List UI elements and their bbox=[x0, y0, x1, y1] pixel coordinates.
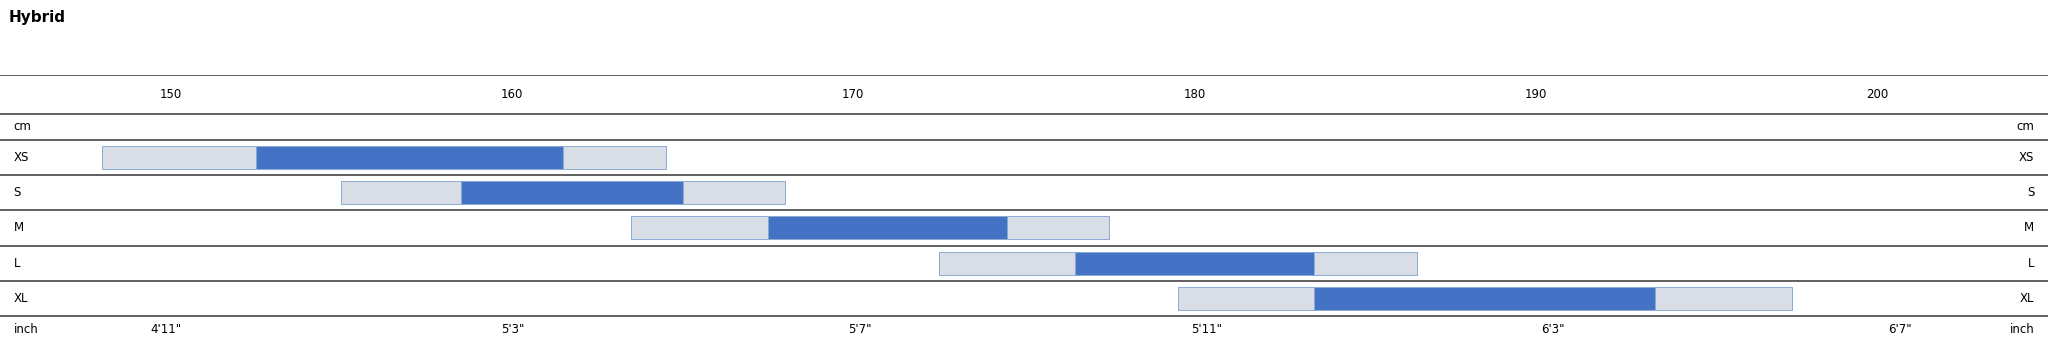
Text: XL: XL bbox=[2019, 292, 2034, 305]
Text: S: S bbox=[14, 186, 20, 199]
Text: 160: 160 bbox=[502, 88, 522, 101]
Text: S: S bbox=[2028, 186, 2034, 199]
Text: XL: XL bbox=[14, 292, 29, 305]
Bar bbox=[631, 216, 768, 239]
Text: M: M bbox=[14, 221, 25, 234]
Bar bbox=[1315, 287, 1655, 310]
Text: 4'11": 4'11" bbox=[150, 323, 182, 336]
Text: 190: 190 bbox=[1526, 88, 1546, 101]
Bar bbox=[1178, 287, 1315, 310]
Text: Hybrid: Hybrid bbox=[8, 10, 66, 25]
Bar bbox=[563, 146, 666, 169]
Bar bbox=[1315, 252, 1417, 275]
Text: XS: XS bbox=[14, 151, 29, 164]
Text: 200: 200 bbox=[1866, 88, 1888, 101]
Text: M: M bbox=[2023, 221, 2034, 234]
Bar bbox=[342, 181, 461, 204]
Text: 6'3": 6'3" bbox=[1542, 323, 1565, 336]
Text: 150: 150 bbox=[160, 88, 182, 101]
Bar bbox=[102, 146, 256, 169]
Bar bbox=[1655, 287, 1792, 310]
Text: 5'3": 5'3" bbox=[502, 323, 524, 336]
Bar bbox=[938, 252, 1075, 275]
Bar bbox=[682, 181, 784, 204]
Text: cm: cm bbox=[2017, 120, 2034, 133]
Text: inch: inch bbox=[14, 323, 39, 336]
Text: 170: 170 bbox=[842, 88, 864, 101]
Text: 6'7": 6'7" bbox=[1888, 323, 1911, 336]
Text: cm: cm bbox=[14, 120, 31, 133]
Text: 5'7": 5'7" bbox=[848, 323, 870, 336]
Bar bbox=[768, 216, 1008, 239]
Bar bbox=[1008, 216, 1110, 239]
Text: 180: 180 bbox=[1184, 88, 1206, 101]
Text: 5'11": 5'11" bbox=[1190, 323, 1223, 336]
Bar bbox=[1075, 252, 1315, 275]
Bar bbox=[461, 181, 682, 204]
Text: L: L bbox=[2028, 257, 2034, 270]
Text: XS: XS bbox=[2019, 151, 2034, 164]
Text: L: L bbox=[14, 257, 20, 270]
Text: inch: inch bbox=[2009, 323, 2034, 336]
Bar bbox=[256, 146, 563, 169]
